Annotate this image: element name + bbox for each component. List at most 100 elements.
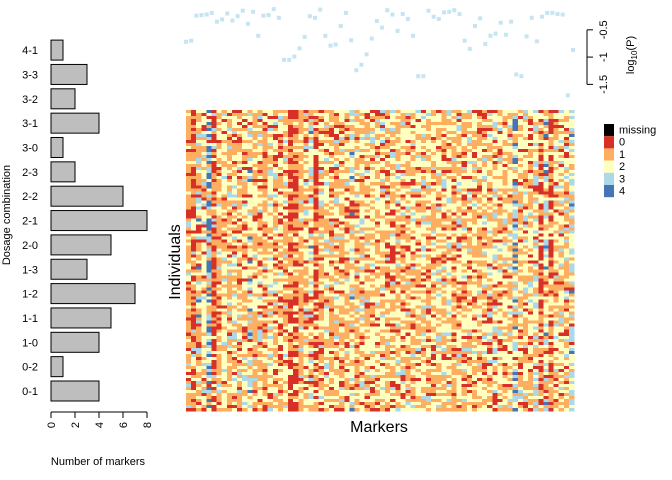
heatmap-cell bbox=[201, 266, 207, 270]
heatmap-cell bbox=[313, 299, 320, 304]
heatmap-cell bbox=[267, 119, 274, 123]
heatmap-cell bbox=[283, 263, 289, 267]
heatmap-cell bbox=[221, 119, 228, 123]
heatmap-cell bbox=[221, 329, 228, 334]
heatmap-cell bbox=[339, 248, 345, 252]
heatmap-cell bbox=[369, 284, 376, 288]
heatmap-cell bbox=[206, 173, 212, 177]
heatmap-cell bbox=[247, 278, 253, 282]
heatmap-cell bbox=[226, 398, 233, 403]
heatmap-cell bbox=[344, 218, 350, 222]
heatmap-cell bbox=[272, 143, 279, 147]
heatmap-cell bbox=[267, 341, 274, 346]
heatmap-cell bbox=[349, 305, 355, 310]
heatmap-cell bbox=[283, 179, 289, 183]
heatmap-cell bbox=[359, 134, 366, 138]
heatmap-cell bbox=[206, 125, 212, 129]
heatmap-cell bbox=[308, 392, 315, 397]
heatmap-cell bbox=[405, 269, 412, 273]
heatmap-cell bbox=[308, 143, 315, 147]
heatmap-cell bbox=[303, 275, 309, 279]
heatmap-cell bbox=[313, 194, 320, 198]
heatmap-cell bbox=[247, 356, 253, 361]
heatmap-cell bbox=[226, 368, 233, 373]
heatmap-cell bbox=[369, 155, 376, 159]
heatmap-cell bbox=[400, 197, 406, 201]
heatmap-cell bbox=[298, 281, 304, 285]
heatmap-cell bbox=[349, 392, 355, 397]
heatmap-cell bbox=[221, 362, 228, 367]
heatmap-cell bbox=[272, 383, 279, 388]
heatmap-cell bbox=[283, 371, 289, 376]
heatmap-cell bbox=[334, 281, 340, 285]
heatmap-cell bbox=[374, 269, 381, 273]
heatmap-cell bbox=[364, 341, 371, 346]
heatmap-cell bbox=[201, 395, 207, 400]
heatmap-cell bbox=[328, 302, 335, 307]
heatmap-cell bbox=[431, 293, 437, 298]
heatmap-cell bbox=[400, 131, 406, 135]
heatmap-cell bbox=[257, 209, 263, 213]
heatmap-cell bbox=[262, 272, 269, 276]
heatmap-cell bbox=[247, 398, 253, 403]
heatmap-cell bbox=[216, 332, 223, 337]
heatmap-cell bbox=[390, 383, 396, 388]
heatmap-cell bbox=[303, 212, 309, 216]
heatmap-cell bbox=[395, 224, 401, 228]
heatmap-cell bbox=[231, 155, 238, 159]
heatmap-cell bbox=[318, 188, 325, 192]
heatmap-cell bbox=[359, 206, 366, 210]
heatmap-cell bbox=[257, 200, 263, 204]
heatmap-cell bbox=[206, 191, 212, 195]
heatmap-cell bbox=[359, 236, 366, 240]
heatmap-cell bbox=[293, 392, 299, 397]
heatmap-cell bbox=[206, 110, 212, 114]
heatmap-cell bbox=[318, 341, 325, 346]
heatmap-cell bbox=[288, 389, 294, 394]
heatmap-cell bbox=[349, 239, 355, 243]
heatmap-cell bbox=[211, 230, 218, 234]
heatmap-cell bbox=[328, 263, 335, 267]
heatmap-cell bbox=[283, 266, 289, 270]
heatmap-cell bbox=[390, 344, 396, 349]
heatmap-cell bbox=[323, 320, 330, 325]
heatmap-cell bbox=[298, 332, 304, 337]
heatmap-cell bbox=[415, 335, 422, 340]
heatmap-cell bbox=[237, 128, 243, 132]
heatmap-cell bbox=[277, 335, 284, 340]
heatmap-cell bbox=[334, 191, 340, 195]
heatmap-cell bbox=[354, 323, 360, 328]
heatmap-cell bbox=[252, 164, 258, 168]
heatmap-cell bbox=[415, 353, 422, 358]
heatmap-cell bbox=[262, 371, 269, 376]
heatmap-cell bbox=[252, 398, 258, 403]
heatmap-cell bbox=[395, 203, 401, 207]
heatmap-cell bbox=[364, 323, 371, 328]
heatmap-cell bbox=[410, 221, 417, 225]
heatmap-cell bbox=[400, 314, 406, 319]
heatmap-cell bbox=[415, 302, 422, 307]
heatmap-cell bbox=[267, 212, 274, 216]
heatmap-cell bbox=[410, 119, 417, 123]
heatmap-cell bbox=[267, 248, 274, 252]
heatmap-cell bbox=[221, 365, 228, 370]
pvalue-point bbox=[483, 42, 488, 46]
heatmap-cell bbox=[267, 407, 274, 412]
heatmap-cell bbox=[415, 146, 422, 150]
heatmap-cell bbox=[242, 185, 248, 189]
heatmap-cell bbox=[211, 278, 218, 282]
heatmap-cell bbox=[191, 263, 197, 267]
heatmap-cell bbox=[374, 248, 381, 252]
heatmap-cell bbox=[293, 185, 299, 189]
heatmap-cell bbox=[344, 305, 350, 310]
heatmap-cell bbox=[328, 221, 335, 225]
heatmap-cell bbox=[354, 395, 360, 400]
heatmap-cell bbox=[267, 239, 274, 243]
heatmap-cell bbox=[410, 287, 417, 291]
heatmap-cell bbox=[400, 395, 406, 400]
heatmap-cell bbox=[221, 140, 228, 144]
heatmap-cell bbox=[405, 146, 412, 150]
heatmap-cell bbox=[186, 401, 192, 406]
heatmap-cell bbox=[380, 275, 386, 279]
heatmap-cell bbox=[308, 377, 315, 382]
